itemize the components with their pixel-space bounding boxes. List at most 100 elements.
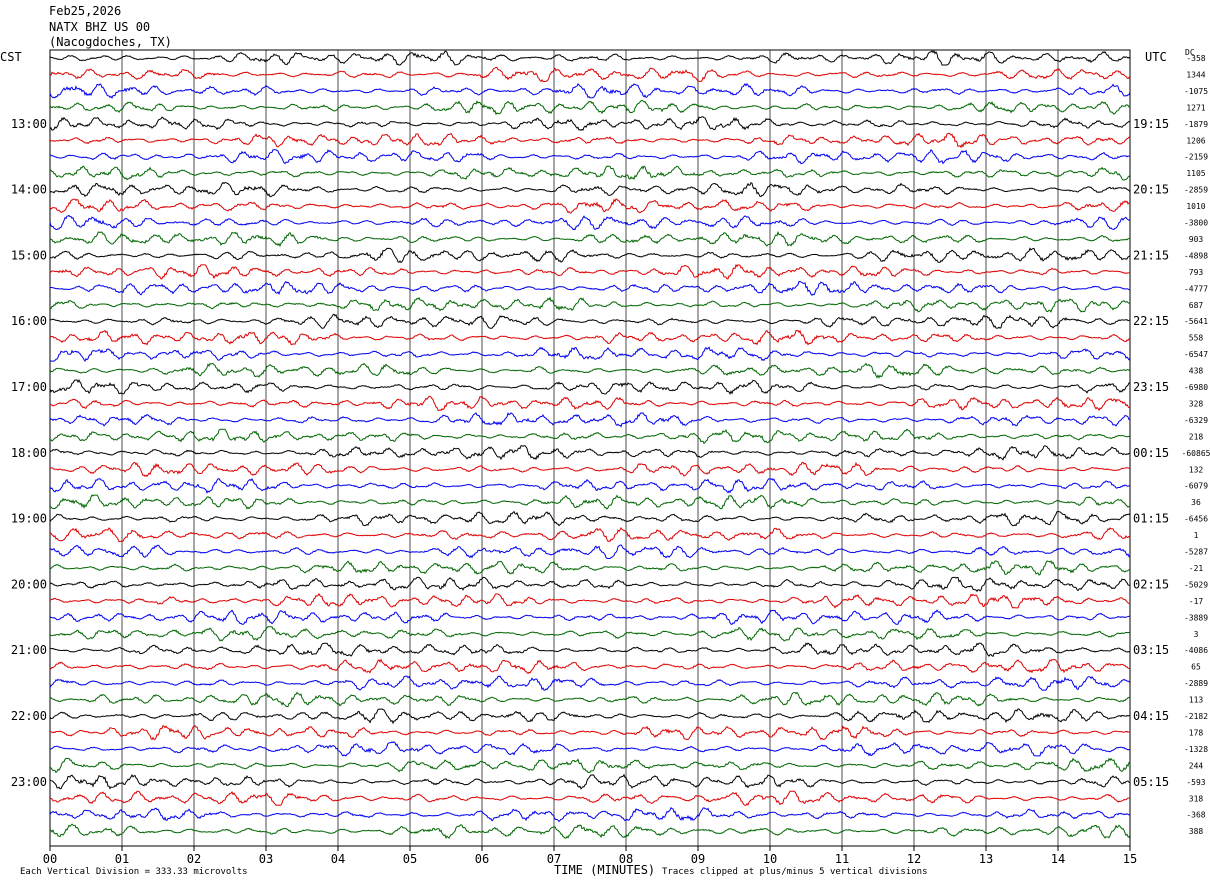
trace-row xyxy=(49,445,1131,461)
x-tick-label: 11 xyxy=(835,852,849,866)
trace-row xyxy=(49,313,1131,329)
dc-offset-label: -4898 xyxy=(1184,251,1208,260)
x-tick-label: 06 xyxy=(475,852,489,866)
dc-offset-label: -6980 xyxy=(1184,383,1208,392)
trace-row xyxy=(49,230,1131,248)
dc-offset-label: 113 xyxy=(1189,696,1204,705)
trace-row xyxy=(49,510,1131,527)
x-tick-label: 00 xyxy=(43,852,57,866)
dc-offset-label: -6547 xyxy=(1184,350,1208,359)
dc-offset-label: -2182 xyxy=(1184,712,1208,721)
axis-labels: 00 01 02 03 04 05 06 07 08 09 10 11 12 13 14 15-3581344… xyxy=(11,54,1210,866)
dc-offset-label: -2159 xyxy=(1184,153,1208,162)
left-hour-label: 13:00 xyxy=(11,117,47,131)
right-hour-label: 05:15 xyxy=(1133,775,1169,789)
dc-offset-label: -1879 xyxy=(1184,120,1208,129)
left-hour-label: 14:00 xyxy=(11,183,47,197)
dc-offset-label: -5641 xyxy=(1184,317,1208,326)
trace-row xyxy=(50,724,1131,741)
trace-row xyxy=(50,148,1131,165)
trace-row xyxy=(49,626,1131,642)
trace-row xyxy=(49,49,1131,66)
x-tick-label: 02 xyxy=(187,852,201,866)
right-hour-label: 00:15 xyxy=(1133,446,1169,460)
dc-offset-label: -3889 xyxy=(1184,613,1208,622)
dc-offset-label: -593 xyxy=(1186,778,1205,787)
left-hour-label: 18:00 xyxy=(11,446,47,460)
trace-row xyxy=(49,642,1131,657)
dc-offset-label: 218 xyxy=(1189,432,1204,441)
trace-row xyxy=(49,181,1131,198)
right-hour-label: 23:15 xyxy=(1133,380,1169,394)
trace-row xyxy=(49,67,1131,83)
trace-row xyxy=(49,296,1130,313)
trace-row xyxy=(49,198,1131,214)
dc-offset-label: -6329 xyxy=(1184,416,1208,425)
left-hour-label: 23:00 xyxy=(11,775,47,789)
dc-column-label: DC xyxy=(1185,48,1195,57)
trace-row xyxy=(49,773,1131,790)
trace-row xyxy=(49,576,1131,593)
x-tick-label: 09 xyxy=(691,852,705,866)
dc-offset-label: -6079 xyxy=(1184,482,1208,491)
dc-offset-label: 1 xyxy=(1194,531,1199,540)
dc-offset-label: 178 xyxy=(1189,728,1204,737)
x-tick-label: 05 xyxy=(403,852,417,866)
dc-offset-label: -3800 xyxy=(1184,219,1208,228)
trace-row xyxy=(49,609,1131,625)
dc-offset-label: -368 xyxy=(1186,811,1205,820)
trace-row xyxy=(49,675,1131,691)
trace-row xyxy=(49,395,1131,412)
trace-row xyxy=(49,658,1131,675)
trace-row xyxy=(49,214,1131,231)
clip-note: Traces clipped at plus/minus 5 vertical … xyxy=(662,867,928,877)
dc-offset-label: -2889 xyxy=(1184,679,1208,688)
trace-row xyxy=(49,708,1131,725)
trace-row xyxy=(49,329,1131,346)
right-hour-label: 02:15 xyxy=(1133,577,1169,591)
trace-row xyxy=(49,116,1131,131)
dc-offset-label: -1328 xyxy=(1184,745,1208,754)
dc-offset-label: 903 xyxy=(1189,235,1204,244)
right-timezone-label: UTC xyxy=(1145,50,1167,64)
plot-grid xyxy=(49,49,1131,851)
x-tick-label: 03 xyxy=(259,852,273,866)
left-timezone-label: CST xyxy=(0,50,22,64)
x-tick-label: 01 xyxy=(115,852,129,866)
trace-row xyxy=(49,560,1131,576)
dc-offset-label: 558 xyxy=(1189,334,1204,343)
trace-row xyxy=(49,132,1131,149)
left-hour-label: 21:00 xyxy=(11,643,47,657)
dc-offset-label: -358 xyxy=(1186,54,1205,63)
trace-row xyxy=(49,478,1131,494)
dc-offset-label: -5029 xyxy=(1184,580,1208,589)
right-hour-label: 21:15 xyxy=(1133,248,1169,262)
dc-offset-label: -1075 xyxy=(1184,87,1208,96)
dc-offset-label: 438 xyxy=(1189,367,1204,376)
right-hour-label: 22:15 xyxy=(1133,314,1169,328)
trace-row xyxy=(49,428,1130,445)
trace-row xyxy=(49,592,1131,609)
right-hour-label: 04:15 xyxy=(1133,709,1169,723)
vertical-division-note: Each Vertical Division = 333.33 microvol… xyxy=(20,867,248,877)
header-date: Feb25,2026 xyxy=(49,4,122,18)
trace-row xyxy=(49,99,1131,116)
left-hour-label: 20:00 xyxy=(11,577,47,591)
trace-row xyxy=(49,247,1131,264)
dc-offset-label: 793 xyxy=(1189,268,1204,277)
dc-offset-label: 1105 xyxy=(1186,169,1205,178)
trace-row xyxy=(49,494,1130,510)
dc-offset-label: -21 xyxy=(1189,564,1204,573)
trace-row xyxy=(49,757,1131,774)
trace-row xyxy=(49,280,1131,297)
dc-offset-label: 36 xyxy=(1191,498,1201,507)
trace-row xyxy=(49,379,1131,395)
x-axis-title: TIME (MINUTES) xyxy=(554,863,656,877)
dc-offset-label: 3 xyxy=(1194,630,1199,639)
dc-offset-label: 318 xyxy=(1189,794,1204,803)
dc-offset-label: 1206 xyxy=(1186,136,1205,145)
left-hour-label: 15:00 xyxy=(11,248,47,262)
x-tick-label: 13 xyxy=(979,852,993,866)
trace-row xyxy=(49,741,1131,757)
